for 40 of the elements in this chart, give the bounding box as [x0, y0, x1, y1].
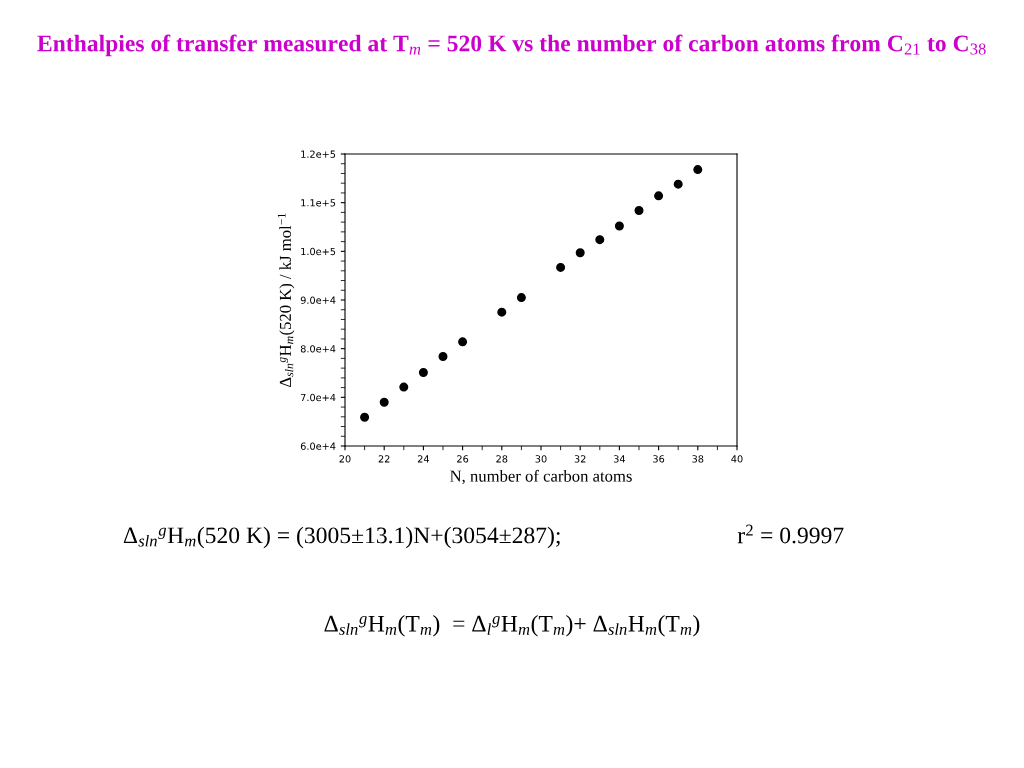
- x-tick-label: 40: [731, 455, 743, 463]
- y-tick-label: 8.0e+4: [300, 345, 336, 353]
- x-tick-label: 34: [613, 455, 626, 463]
- x-axis-title: N, number of carbon atoms: [450, 469, 632, 485]
- point: [673, 179, 683, 189]
- x-tick-label: 26: [457, 455, 469, 463]
- x-tick-label: 38: [692, 455, 704, 463]
- x-tick-label: 30: [535, 455, 547, 463]
- text: Δ$_{sln}$$^{g}$H$_{m}$(520 K) = (3005±13.1)N+(3054±287);: [123, 526, 560, 549]
- point: [575, 248, 585, 258]
- x-tick-label: 32: [574, 455, 586, 463]
- point: [693, 165, 703, 175]
- x-tick-label: 36: [653, 455, 665, 463]
- x-tick-label: 20: [339, 455, 351, 463]
- y-tick-label: 1.1e+5: [301, 199, 336, 207]
- y-axis-title: Δ$_{sln}$$^{g}$H$_{m}$(520 K) / kJ mol$^{−1}$: [277, 213, 295, 388]
- y-tick-label: 1.0e+5: [301, 247, 336, 256]
- chart-title: Enthalpies of transfer measured at T$_{m}$ = 520 K vs the number of carbon atoms from C$_{21}$ to C$_{38}$: [37, 34, 986, 57]
- y-tick-label: 7.0e+4: [300, 393, 336, 402]
- point: [497, 307, 507, 317]
- point: [634, 205, 644, 215]
- point: [418, 368, 428, 378]
- x-tick-label: 22: [378, 455, 390, 463]
- point: [595, 235, 605, 245]
- text: r$^{2}$ = 0.9997: [737, 524, 844, 544]
- point: [360, 412, 370, 422]
- point: [379, 397, 389, 407]
- point: [438, 351, 448, 361]
- point: [516, 293, 526, 303]
- y-tick-label: 6.0e+4: [300, 442, 336, 450]
- point: [399, 382, 409, 392]
- text: Δ$_{sln}$$^{g}$H$_{m}$(T$_{m}$) = Δ$_{l}$$^{g}$H$_{m}$(T$_{m}$)+ Δ$_{sln}$H$_{m}$(T$_{m}$): [324, 615, 700, 637]
- x-tick-label: 24: [417, 455, 430, 463]
- y-tick-label: 1.2e+5: [301, 150, 336, 158]
- point: [614, 221, 624, 231]
- x-tick-label: 28: [496, 455, 508, 463]
- point: [556, 262, 566, 272]
- point: [654, 191, 664, 201]
- y-tick-label: 9.0e+4: [300, 296, 336, 304]
- point: [458, 337, 468, 347]
